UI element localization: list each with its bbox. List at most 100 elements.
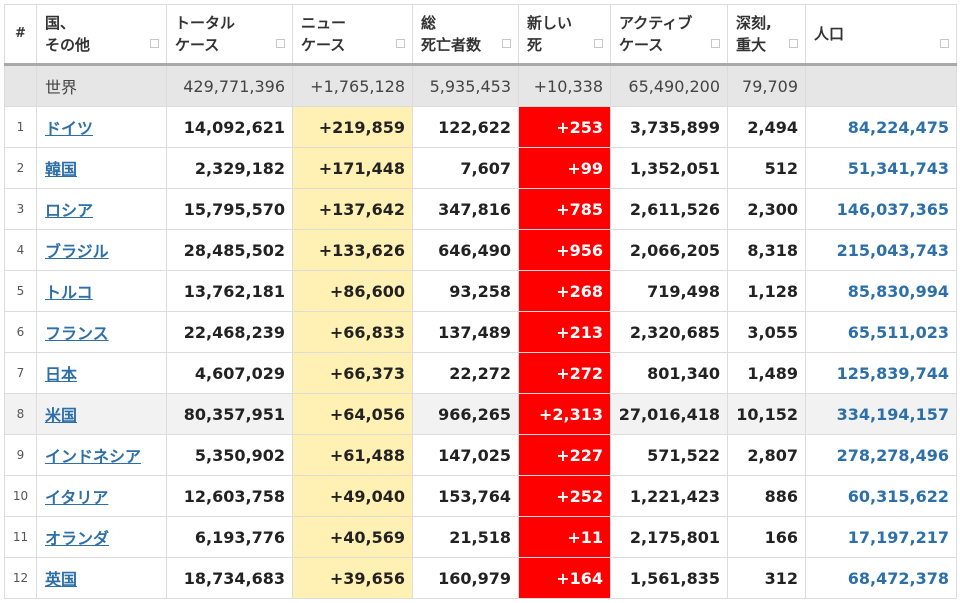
total-cases-cell: 13,762,181 [166,270,293,312]
active-cases-cell: 27,016,418 [610,393,728,435]
total-deaths-cell: 22,272 [412,352,519,394]
population-cell: 17,197,217 [805,516,957,558]
table-row: 5 トルコ 13,762,181 +86,600 93,258 +268 719,498 1,… [4,270,957,312]
total-cases-cell: 5,350,902 [166,434,293,476]
total-deaths-cell: 93,258 [412,270,519,312]
new-cases-cell: +40,569 [292,516,413,558]
table-row: 10 イタリア 12,603,758 +49,040 153,764 +252 1,221,… [4,475,957,517]
country-cell: フランス [36,311,167,353]
sort-icon [396,39,405,48]
new-cases-cell: +137,642 [292,188,413,230]
column-header-new-cases[interactable]: ニュー ケース [292,4,413,65]
active-cases-cell: 1,352,051 [610,147,728,189]
column-header-new-deaths[interactable]: 新しい死 [518,4,611,65]
row-index: 2 [4,147,37,189]
row-index: 10 [4,475,37,517]
header-label: 人口 [814,25,845,43]
population-cell: 68,472,378 [805,557,957,599]
row-index [4,64,37,107]
new-cases-cell: +66,373 [292,352,413,394]
country-link[interactable]: オランダ [45,529,110,548]
country-link[interactable]: イタリア [45,488,109,507]
new-deaths-cell: +2,313 [518,393,611,435]
population-cell: 51,341,743 [805,147,957,189]
column-header-country[interactable]: 国、 その他 [36,4,167,65]
population-cell: 60,315,622 [805,475,957,517]
new-cases-cell: +171,448 [292,147,413,189]
active-cases-cell: 2,175,801 [610,516,728,558]
critical-cell: 79,709 [727,64,806,107]
population-cell: 146,037,365 [805,188,957,230]
table-row: 8 米国 80,357,951 +64,056 966,265 +2,313 27,016,… [4,393,957,435]
total-deaths-cell: 137,489 [412,311,519,353]
column-header-active-cases[interactable]: アクティブ ケース [610,4,728,65]
country-link[interactable]: ブラジル [45,242,109,261]
column-header-population[interactable]: 人口 [805,4,957,65]
table-row: 2 韓国 2,329,182 +171,448 7,607 +99 1,352,051 512… [4,147,957,189]
country-link[interactable]: ロシア [45,201,94,220]
total-deaths-cell: 7,607 [412,147,519,189]
sort-icon [276,39,285,48]
active-cases-cell: 571,522 [610,434,728,476]
country-link[interactable]: トルコ [45,283,93,302]
active-cases-cell: 1,561,835 [610,557,728,599]
population-cell: 215,043,743 [805,229,957,271]
new-deaths-cell: +99 [518,147,611,189]
total-cases-cell: 22,468,239 [166,311,293,353]
row-index: 11 [4,516,37,558]
total-deaths-cell: 5,935,453 [412,64,519,107]
column-header-total-cases[interactable]: トータル ケース [166,4,293,65]
country-link[interactable]: フランス [45,324,109,343]
sort-icon [789,39,798,48]
population-cell: 85,830,994 [805,270,957,312]
sort-icon [594,39,603,48]
new-cases-cell: +39,656 [292,557,413,599]
active-cases-cell: 719,498 [610,270,728,312]
sort-icon [150,39,159,48]
new-deaths-cell: +213 [518,311,611,353]
new-cases-cell: +64,056 [292,393,413,435]
column-header-rank[interactable]: # [4,4,37,65]
table-row: 6 フランス 22,468,239 +66,833 137,489 +213 2,320,6… [4,311,957,353]
critical-cell: 10,152 [727,393,806,435]
column-header-critical[interactable]: 深刻, 重大 [727,4,806,65]
row-index: 1 [4,106,37,148]
table-row: 11 オランダ 6,193,776 +40,569 21,518 +11 2,175,801… [4,516,957,558]
column-header-total-deaths[interactable]: 総死亡者数 [412,4,519,65]
new-deaths-cell: +253 [518,106,611,148]
active-cases-cell: 65,490,200 [610,64,728,107]
table-row: 7 日本 4,607,029 +66,373 22,272 +272 801,340 1,48… [4,352,957,394]
country-link[interactable]: 日本 [45,365,78,384]
total-cases-cell: 6,193,776 [166,516,293,558]
active-cases-cell: 2,611,526 [610,188,728,230]
active-cases-cell: 2,066,205 [610,229,728,271]
country-link[interactable]: 英国 [45,570,78,589]
country-cell: ブラジル [36,229,167,271]
header-label: 深刻, 重大 [736,14,772,54]
table-row: 3 ロシア 15,795,570 +137,642 347,816 +785 2,611,5… [4,188,957,230]
new-deaths-cell: +164 [518,557,611,599]
country-link[interactable]: インドネシア [45,447,142,466]
critical-cell: 3,055 [727,311,806,353]
new-cases-cell: +86,600 [292,270,413,312]
row-index: 9 [4,434,37,476]
active-cases-cell: 2,320,685 [610,311,728,353]
country-link[interactable]: 米国 [45,406,78,425]
total-cases-cell: 14,092,621 [166,106,293,148]
sort-icon [502,39,511,48]
population-cell: 278,278,496 [805,434,957,476]
world-total-row: 世界 429,771,396 +1,765,128 5,935,453 +10,… [4,64,957,107]
total-deaths-cell: 122,622 [412,106,519,148]
country-link[interactable]: ドイツ [45,119,94,138]
new-deaths-cell: +785 [518,188,611,230]
header-label: 国、 その他 [45,14,91,54]
country-cell: 日本 [36,352,167,394]
critical-cell: 2,807 [727,434,806,476]
country-cell: ドイツ [36,106,167,148]
population-cell: 125,839,744 [805,352,957,394]
total-cases-cell: 15,795,570 [166,188,293,230]
country-link[interactable]: 韓国 [45,160,78,179]
total-deaths-cell: 347,816 [412,188,519,230]
critical-cell: 166 [727,516,806,558]
